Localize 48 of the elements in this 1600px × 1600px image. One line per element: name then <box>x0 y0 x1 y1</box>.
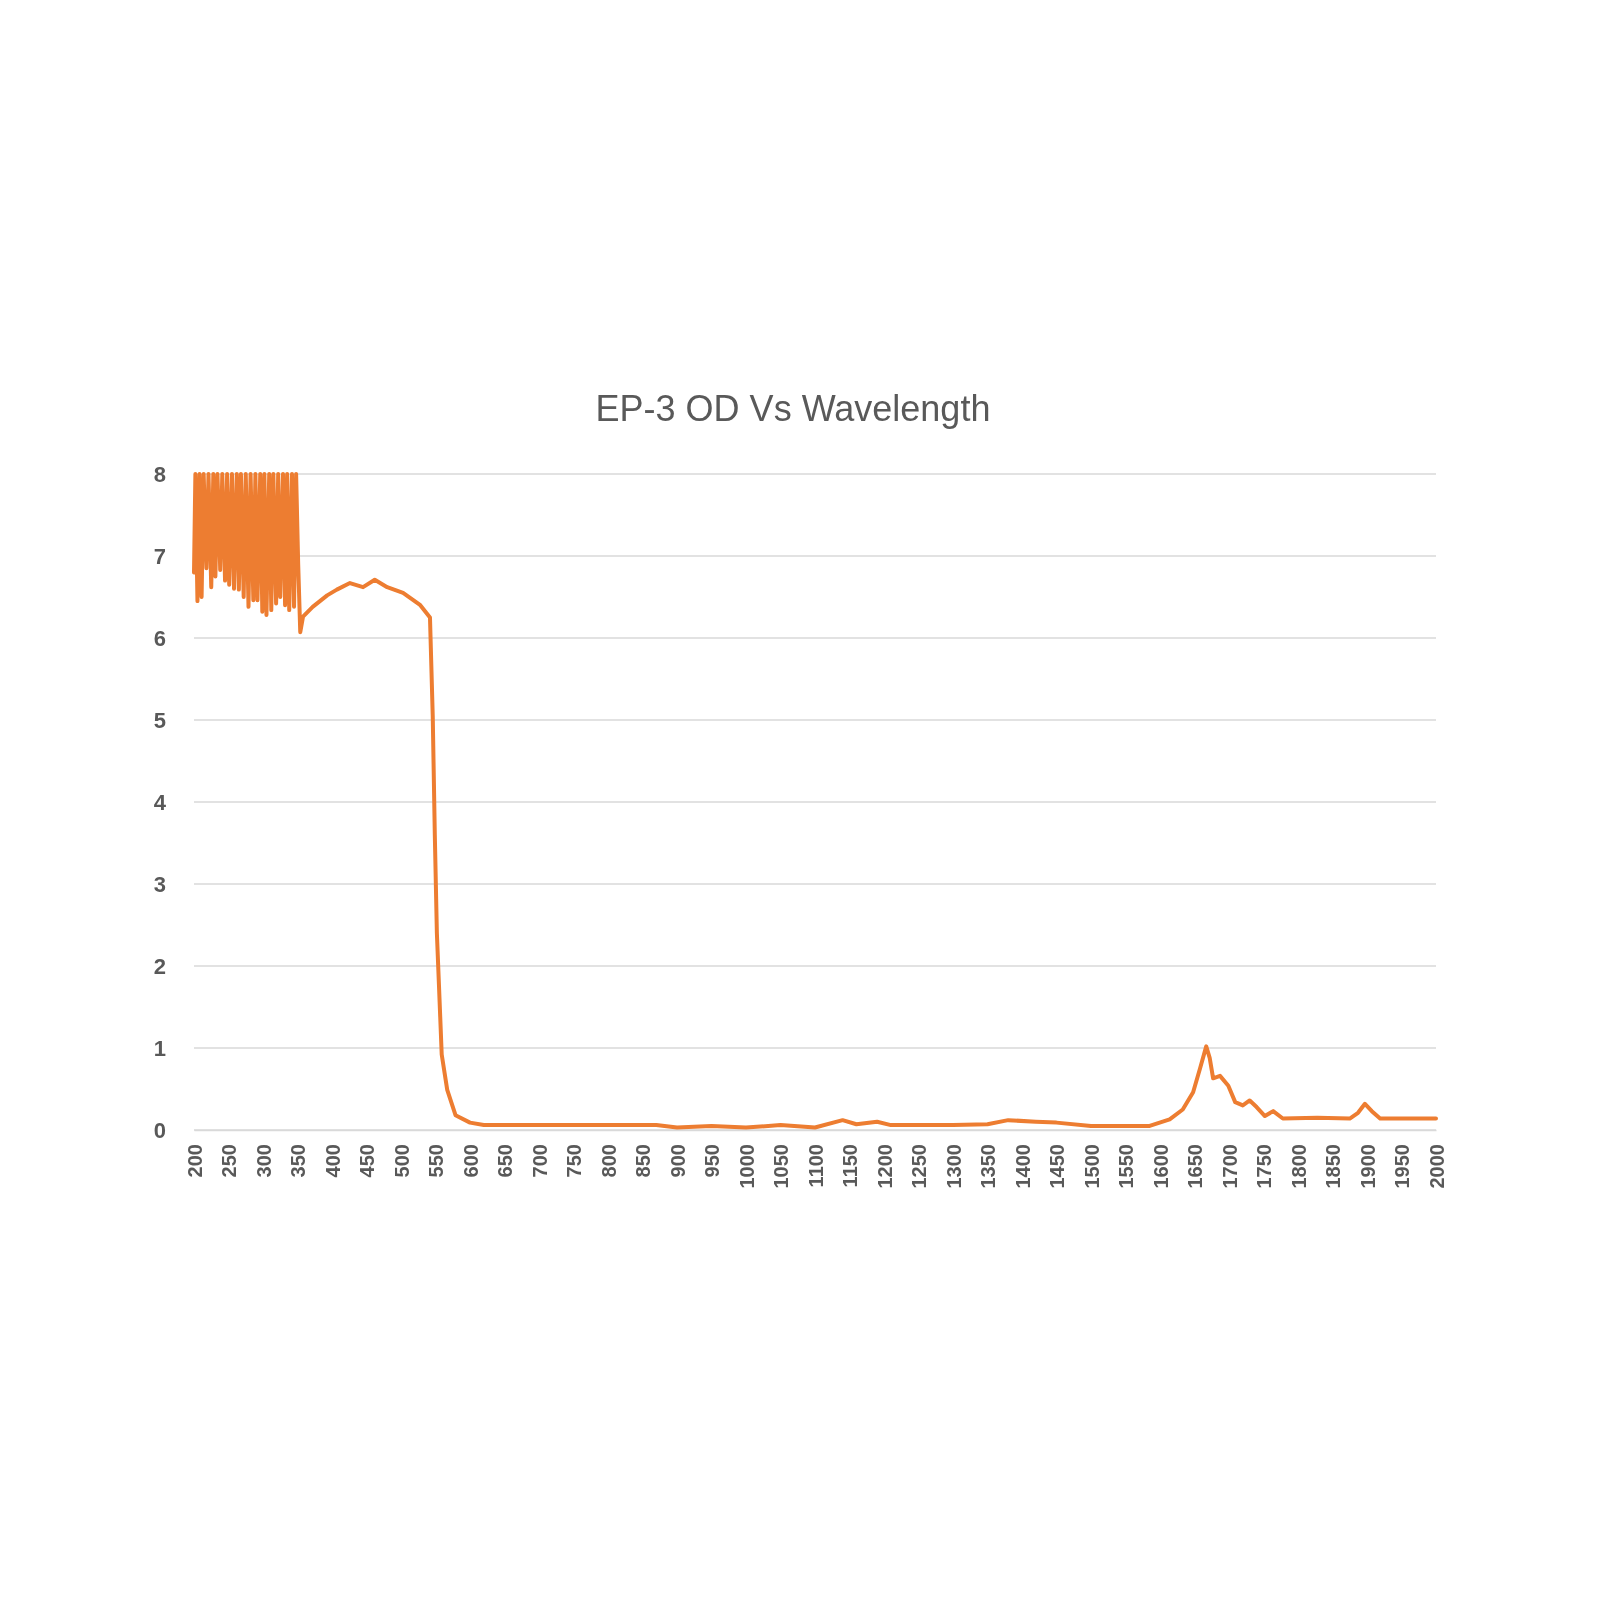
x-tick-label: 750 <box>563 1144 585 1178</box>
x-tick-label: 600 <box>459 1144 482 1178</box>
x-tick-label: 1650 <box>1184 1144 1206 1189</box>
x-tick-label: 1150 <box>839 1144 861 1188</box>
x-tick-label: 900 <box>666 1144 689 1178</box>
y-tick-label: 6 <box>153 625 166 651</box>
x-tick-label: 1400 <box>1011 1144 1034 1189</box>
x-tick-label: 400 <box>321 1144 344 1178</box>
y-tick-label: 1 <box>153 1035 166 1061</box>
y-tick-label: 3 <box>153 871 166 897</box>
x-tick-label: 1250 <box>908 1144 930 1189</box>
y-tick-label: 2 <box>153 953 166 979</box>
x-tick-label: 800 <box>597 1144 620 1178</box>
y-tick-label: 4 <box>153 789 167 815</box>
line-series <box>192 472 1438 1130</box>
x-tick-label: 1350 <box>977 1144 999 1189</box>
x-tick-label: 200 <box>183 1144 206 1178</box>
x-tick-label: 1600 <box>1149 1144 1172 1189</box>
x-tick-label: 1050 <box>770 1144 792 1189</box>
chart-title: EP-3 OD Vs Wavelength <box>595 388 991 429</box>
x-tick-label: 1800 <box>1287 1144 1310 1189</box>
x-tick-label: 650 <box>494 1144 516 1178</box>
y-tick-label: 0 <box>153 1117 166 1143</box>
x-tick-label: 1950 <box>1391 1144 1413 1189</box>
x-tick-label: 2000 <box>1425 1144 1448 1189</box>
x-tick-label: 500 <box>390 1144 413 1178</box>
x-tick-label: 950 <box>701 1144 723 1178</box>
x-tick-label: 300 <box>252 1144 275 1178</box>
x-tick-label: 1450 <box>1046 1144 1068 1189</box>
x-tick-label: 1750 <box>1253 1144 1275 1189</box>
x-tick-label: 250 <box>218 1144 240 1178</box>
y-tick-label: 8 <box>153 461 166 487</box>
x-tick-label: 700 <box>528 1144 551 1178</box>
x-tick-label: 1850 <box>1322 1144 1344 1189</box>
x-tick-label: 1200 <box>873 1144 896 1189</box>
x-tick-label: 1100 <box>804 1144 827 1188</box>
x-tick-label: 1550 <box>1115 1144 1137 1189</box>
x-tick-label: 1700 <box>1218 1144 1241 1189</box>
x-tick-label: 850 <box>632 1144 654 1178</box>
x-tick-label: 1900 <box>1356 1144 1379 1189</box>
y-tick-label: 7 <box>153 543 166 569</box>
x-tick-label: 1300 <box>942 1144 965 1189</box>
x-tick-label: 350 <box>287 1144 309 1178</box>
y-tick-label: 5 <box>153 707 166 733</box>
x-tick-label: 1500 <box>1080 1144 1103 1189</box>
x-tick-label: 1000 <box>735 1144 758 1189</box>
x-tick-label: 550 <box>425 1144 447 1178</box>
x-tick-label: 450 <box>356 1144 378 1178</box>
